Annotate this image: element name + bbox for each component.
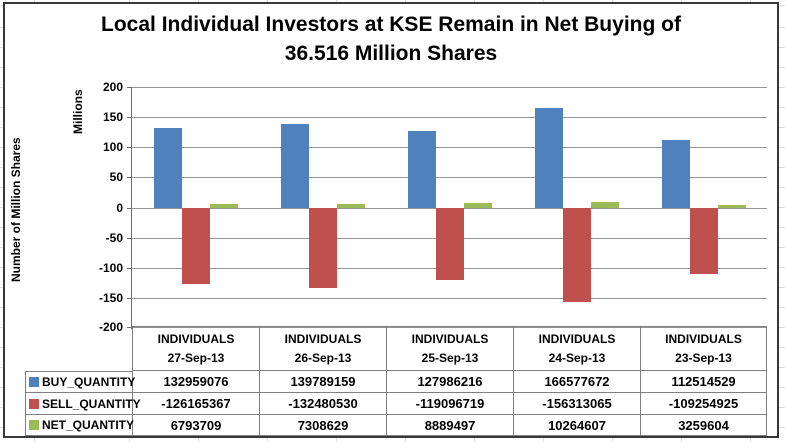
bar-buy-23-Sep-13 (662, 140, 690, 208)
chart-area[interactable]: Local Individual Investors at KSE Remain… (3, 2, 779, 438)
y-axis-tickmark (127, 208, 131, 209)
y-axis-tick-label: 200 (102, 80, 123, 94)
bar-net-25-Sep-13 (464, 203, 492, 208)
bar-buy-24-Sep-13 (535, 108, 563, 208)
bar-buy-25-Sep-13 (408, 131, 436, 208)
legend-item-net: NET_QUANTITY (25, 415, 135, 436)
bar-sell-25-Sep-13 (436, 208, 464, 280)
table-header-group-label: INDIVIDUALS (665, 331, 742, 346)
table-cell-buy-23-Sep-13: 112514529 (640, 371, 767, 393)
table-cell-net-27-Sep-13: 6793709 (132, 415, 259, 436)
legend-item-buy: BUY_QUANTITY (25, 371, 136, 393)
table-header-date-label: 27-Sep-13 (167, 350, 225, 365)
y-axis-tickmark (127, 327, 131, 328)
table-header-group-label: INDIVIDUALS (284, 331, 362, 346)
table-cell-sell-25-Sep-13: -119096719 (386, 393, 513, 415)
table-cell-net-26-Sep-13: 7308629 (259, 415, 386, 436)
gridline (132, 147, 767, 148)
gridline (132, 298, 767, 299)
y-axis-tickmark (127, 238, 131, 239)
table-header-date-label: 26-Sep-13 (294, 350, 352, 365)
legend-swatch-buy (29, 377, 39, 387)
y-axis-title-text: Number of Million Shares (9, 137, 23, 282)
legend-label-sell: SELL_QUANTITY (42, 396, 141, 411)
bar-net-24-Sep-13 (591, 202, 619, 208)
table-cell-sell-27-Sep-13: -126165367 (132, 393, 259, 415)
table-header-cell-23-Sep-13: INDIVIDUALS 23-Sep-13 (640, 326, 767, 371)
table-header-group-label: INDIVIDUALS (157, 331, 235, 346)
table-cell-net-25-Sep-13: 8889497 (386, 415, 513, 436)
table-cell-sell-26-Sep-13: -132480530 (259, 393, 386, 415)
gridline (132, 117, 767, 118)
legend-label-net: NET_QUANTITY (42, 418, 135, 432)
table-cell-buy-25-Sep-13: 127986216 (386, 371, 513, 393)
bar-buy-27-Sep-13 (154, 128, 182, 208)
legend-swatch-sell (29, 398, 39, 409)
bar-sell-24-Sep-13 (563, 208, 591, 302)
gridline (132, 327, 767, 328)
gridline (132, 177, 767, 178)
series-legend: BUY_QUANTITY SELL_QUANTITY NET_QUANTITY (25, 371, 141, 436)
y-axis-tick-label: -100 (98, 261, 123, 275)
bar-net-27-Sep-13 (210, 204, 238, 208)
chart-title-line2: 36.516 Million Shares (284, 42, 498, 65)
plot-area (127, 87, 767, 329)
y-axis-tickmark (127, 87, 131, 88)
legend-item-sell: SELL_QUANTITY (25, 393, 141, 415)
y-axis-tickmark (127, 117, 131, 118)
y-axis-tickmark (127, 147, 131, 148)
bar-sell-23-Sep-13 (690, 208, 718, 274)
legend-swatch-net (29, 420, 39, 430)
table-cell-buy-27-Sep-13: 132959076 (132, 371, 259, 393)
table-header-cell-24-Sep-13: INDIVIDUALS 24-Sep-13 (513, 326, 640, 371)
y-axis-tickmark (127, 268, 131, 269)
bar-buy-26-Sep-13 (281, 124, 309, 208)
table-header-cell-25-Sep-13: INDIVIDUALS 25-Sep-13 (386, 326, 513, 371)
gridline (132, 87, 767, 88)
y-axis-tick-label: 50 (109, 170, 123, 184)
table-cell-sell-23-Sep-13: -109254925 (640, 393, 767, 415)
y-axis-tick-label: 0 (116, 201, 123, 215)
bar-net-23-Sep-13 (718, 205, 746, 208)
y-axis-tickmark (127, 298, 131, 299)
y-axis-tick-label: 150 (102, 110, 123, 124)
table-header-date-label: 23-Sep-13 (675, 350, 732, 365)
chart-title-line1: Local Individual Investors at KSE Remain… (101, 13, 681, 36)
table-header-group-label: INDIVIDUALS (538, 331, 616, 346)
bar-sell-26-Sep-13 (309, 208, 337, 288)
y-axis-tick-label: 100 (102, 140, 123, 154)
y-axis-line (131, 87, 132, 329)
table-header-cell-27-Sep-13: INDIVIDUALS 27-Sep-13 (132, 326, 259, 371)
bar-net-26-Sep-13 (337, 204, 365, 208)
y-axis-tick-label: -200 (98, 320, 123, 334)
table-cell-net-24-Sep-13: 10264607 (513, 415, 640, 436)
table-header-group-label: INDIVIDUALS (411, 331, 489, 346)
table-cell-buy-26-Sep-13: 139789159 (259, 371, 386, 393)
chart-title: Local Individual Investors at KSE Remain… (5, 10, 777, 68)
table-cell-buy-24-Sep-13: 166577672 (513, 371, 640, 393)
table-header-date-label: 25-Sep-13 (421, 350, 479, 365)
table-header-cell-26-Sep-13: INDIVIDUALS 26-Sep-13 (259, 326, 386, 371)
bar-sell-27-Sep-13 (182, 208, 210, 284)
data-table: INDIVIDUALS 27-Sep-13 INDIVIDUALS 26-Sep-13… (132, 326, 767, 436)
table-cell-sell-24-Sep-13: -156313065 (513, 393, 640, 415)
table-cell-net-23-Sep-13: 3259604 (640, 415, 767, 436)
y-axis-tickmark (127, 177, 131, 178)
table-header-date-label: 24-Sep-13 (548, 350, 606, 365)
legend-label-buy: BUY_QUANTITY (42, 375, 136, 389)
y-axis-tick-label: -50 (105, 231, 123, 245)
y-axis-tick-label: -150 (98, 291, 123, 305)
